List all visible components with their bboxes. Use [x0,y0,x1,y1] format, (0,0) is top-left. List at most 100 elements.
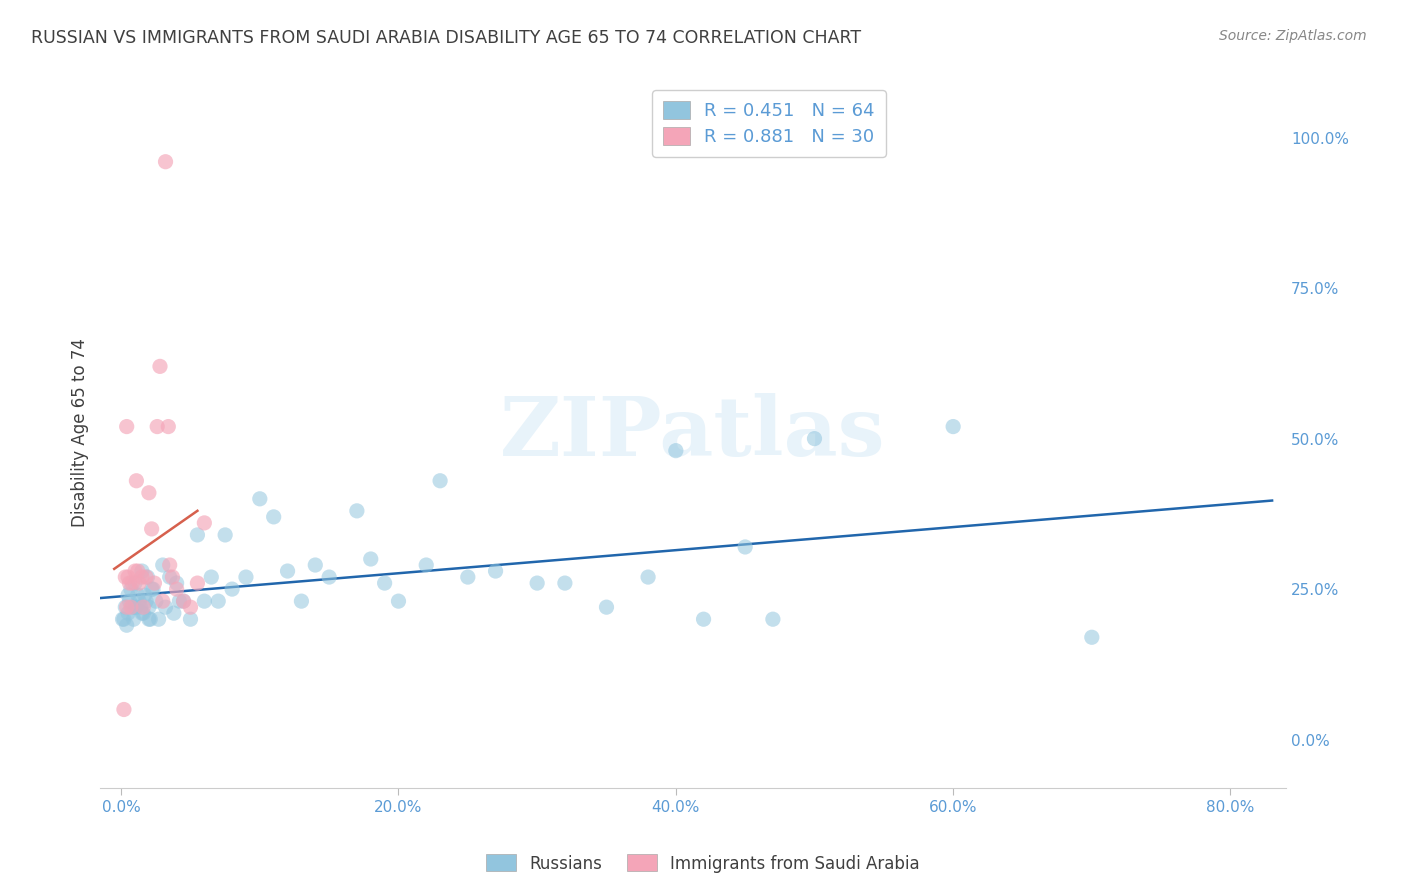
Point [122,612,145,626]
Point [637,570,659,584]
Point [942,419,965,434]
Point [169,594,191,608]
Point [186,576,208,591]
Point [803,432,825,446]
Point [360,552,382,566]
Point [155,154,177,169]
Point [118,576,141,591]
Point [139,612,162,626]
Point [114,570,136,584]
Point [595,600,617,615]
Point [115,600,138,615]
Text: RUSSIAN VS IMMIGRANTS FROM SAUDI ARABIA DISABILITY AGE 65 TO 74 CORRELATION CHAR: RUSSIAN VS IMMIGRANTS FROM SAUDI ARABIA … [31,29,860,47]
Point [318,570,340,584]
Point [118,594,141,608]
Point [157,419,180,434]
Point [138,600,160,615]
Point [117,606,139,620]
Point [135,570,157,584]
Point [159,570,181,584]
Point [141,582,163,596]
Point [166,582,188,596]
Point [163,606,186,620]
Point [193,594,215,608]
Text: ZIPatlas: ZIPatlas [501,392,886,473]
Point [200,570,222,584]
Point [111,612,134,626]
Point [159,558,181,572]
Point [554,576,576,591]
Point [124,600,146,615]
Point [128,594,150,608]
Point [124,576,146,591]
Point [249,491,271,506]
Point [762,612,785,626]
Point [214,528,236,542]
Point [162,570,184,584]
Point [665,443,688,458]
Point [166,576,188,591]
Point [117,570,139,584]
Point [692,612,714,626]
Point [1081,630,1104,644]
Point [128,576,150,591]
Point [734,540,756,554]
Point [235,570,257,584]
Point [124,564,146,578]
Point [136,570,159,584]
Point [115,618,138,632]
Text: Source: ZipAtlas.com: Source: ZipAtlas.com [1219,29,1367,44]
Point [193,516,215,530]
Point [121,576,143,591]
Point [346,504,368,518]
Point [120,600,142,615]
Point [132,600,155,615]
Point [138,612,160,626]
Point [121,600,143,615]
Point [179,600,201,615]
Point [120,582,142,596]
Point [127,564,149,578]
Point [112,612,135,626]
Legend: R = 0.451   N = 64, R = 0.881   N = 30: R = 0.451 N = 64, R = 0.881 N = 30 [652,90,886,157]
Point [152,594,174,608]
Point [277,564,299,578]
Point [484,564,506,578]
Point [132,606,155,620]
Point [115,419,138,434]
Point [148,612,170,626]
Point [127,588,149,602]
Point [146,419,169,434]
Point [207,594,229,608]
Point [145,594,167,608]
Y-axis label: Disability Age 65 to 74: Disability Age 65 to 74 [72,338,89,527]
Legend: Russians, Immigrants from Saudi Arabia: Russians, Immigrants from Saudi Arabia [479,847,927,880]
Point [131,606,153,620]
Point [149,359,172,374]
Point [134,588,156,602]
Point [186,528,208,542]
Point [263,509,285,524]
Point [125,600,148,615]
Point [387,594,409,608]
Point [141,522,163,536]
Point [129,600,152,615]
Point [415,558,437,572]
Point [155,600,177,615]
Point [138,485,160,500]
Point [143,576,166,591]
Point [374,576,396,591]
Point [526,576,548,591]
Point [131,564,153,578]
Point [457,570,479,584]
Point [173,594,195,608]
Point [114,600,136,615]
Point [142,582,165,596]
Point [221,582,243,596]
Point [173,594,195,608]
Point [131,570,153,584]
Point [304,558,326,572]
Point [135,594,157,608]
Point [290,594,312,608]
Point [179,612,201,626]
